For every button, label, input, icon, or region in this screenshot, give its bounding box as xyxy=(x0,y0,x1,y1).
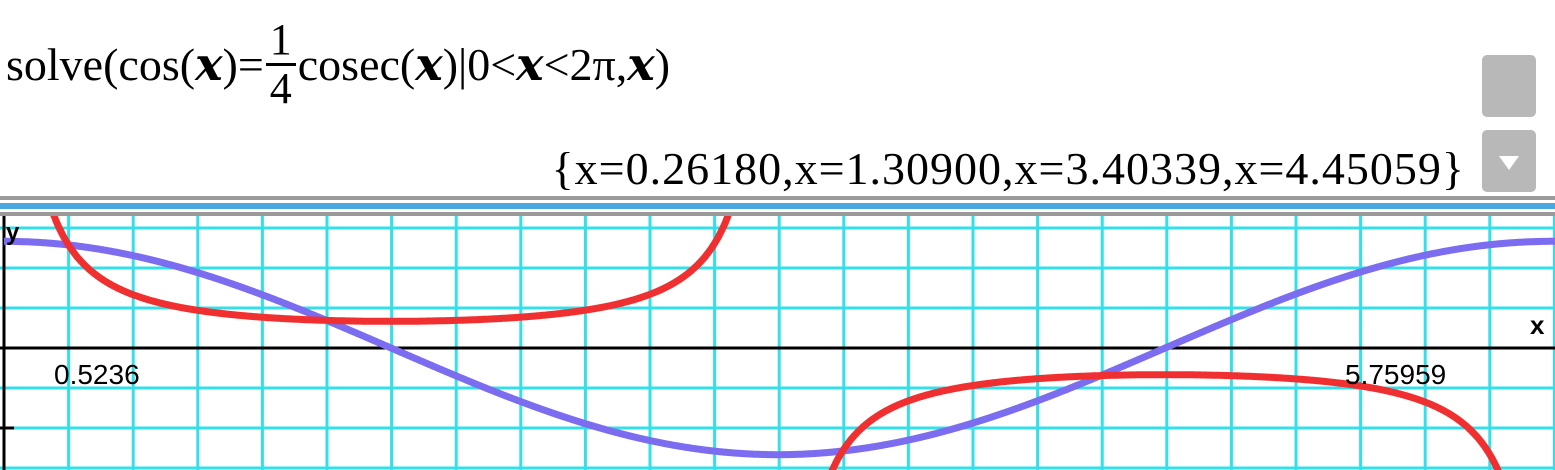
chevron-down-icon xyxy=(1499,156,1519,170)
cosec-curve-branch-1 xyxy=(50,216,732,325)
expr-var: 𝒙 xyxy=(195,39,223,90)
expr-prefix: solve(cos( xyxy=(6,38,196,90)
divider xyxy=(0,196,1555,200)
expr-eq: )= xyxy=(222,38,264,90)
y-axis-label: y xyxy=(6,219,20,246)
math-work-area: solve(cos(𝒙)= 1 4 cosec(𝒙)|0< 𝒙 <2π, 𝒙) {x=0.2… xyxy=(0,0,1555,200)
scroll-down-button[interactable] xyxy=(1482,130,1536,192)
expr-cosec: cosec( xyxy=(297,38,416,90)
grid xyxy=(0,216,1555,470)
frac-numerator: 1 xyxy=(269,14,292,64)
x-axis-label: x xyxy=(1530,310,1545,340)
expr-var: 𝒙 xyxy=(415,39,443,90)
fraction-bar xyxy=(265,62,296,66)
input-expression[interactable]: solve(cos(𝒙)= 1 4 cosec(𝒙)|0< 𝒙 <2π, 𝒙) xyxy=(6,14,670,114)
expr-end: ) xyxy=(654,38,671,90)
divider xyxy=(0,212,1555,216)
frac-denominator: 4 xyxy=(269,63,292,113)
window-divider[interactable] xyxy=(0,203,1555,209)
tick-label-right: 5.75959 xyxy=(1345,359,1446,390)
tick-label-left: 0.5236 xyxy=(54,359,140,390)
expr-cond2: <2π, xyxy=(543,38,628,90)
expr-cond: )|0< xyxy=(442,38,517,90)
solve-result: {x=0.26180,x=1.30900,x=3.40339,x=4.45059… xyxy=(551,143,1465,194)
cosec-curve-branch-2 xyxy=(828,371,1502,470)
expr-var: 𝒙 xyxy=(516,39,544,90)
graph-window[interactable]: y x 0.5236 5.75959 xyxy=(0,216,1555,470)
cos-curve xyxy=(4,237,1555,459)
scroll-up-button[interactable] xyxy=(1482,55,1536,117)
expr-var: 𝒙 xyxy=(627,39,655,90)
